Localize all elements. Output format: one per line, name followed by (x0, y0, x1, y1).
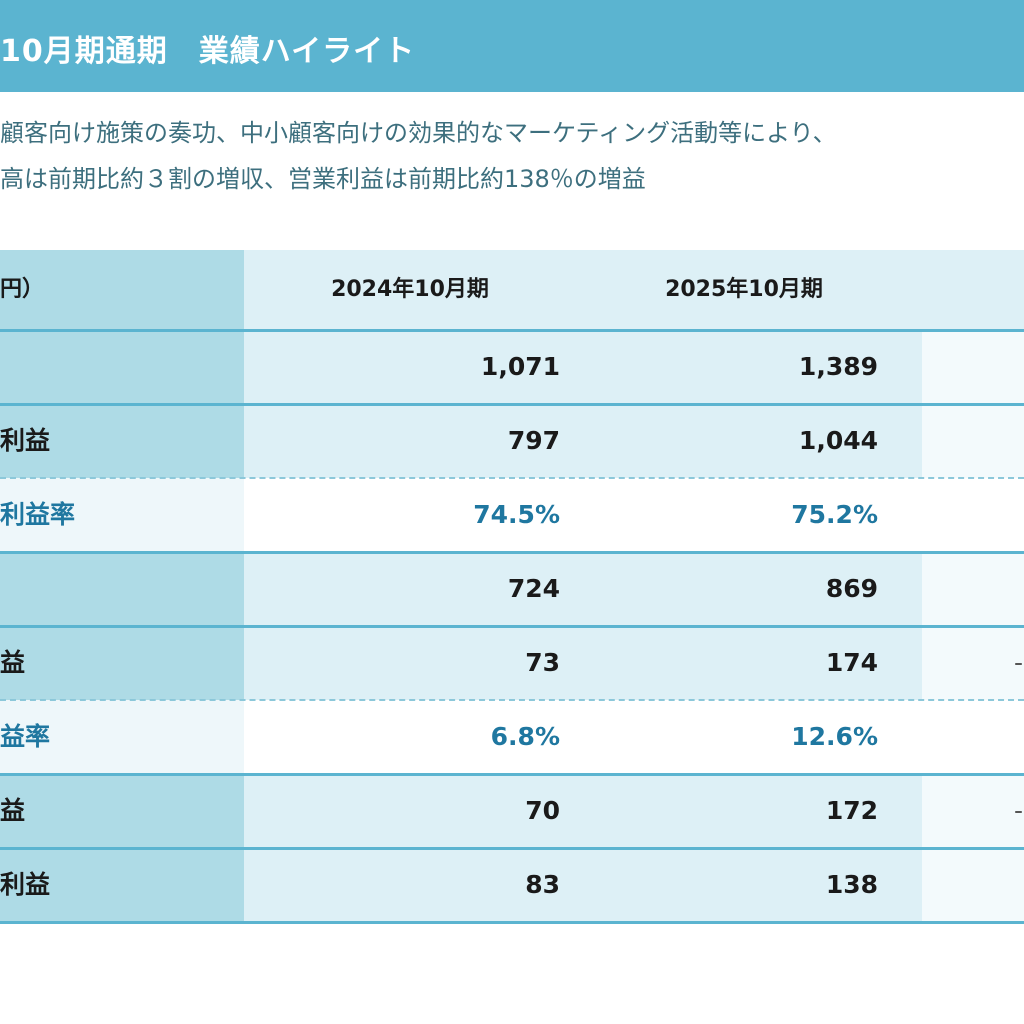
row-separator (0, 625, 1024, 628)
row-value-2025: 75.2% (791, 500, 878, 529)
row-partial-col-mark: - (1014, 796, 1024, 825)
row-values-bg (244, 626, 922, 700)
row-label-bg (0, 552, 244, 626)
row-partial-col-mark (1014, 478, 1024, 552)
row-values-bg (244, 330, 922, 404)
row-partial-col-mark (1014, 404, 1024, 478)
unit-label: 円） (0, 277, 45, 302)
row-partial-col-bg (922, 330, 1024, 404)
row-value-2024: 74.5% (473, 500, 560, 529)
row-values-bg (244, 552, 922, 626)
row-values-bg (244, 700, 922, 774)
row-value-2024: 1,071 (480, 352, 560, 381)
summary-line-1: 顧客向け施策の奏功、中小顧客向けの効果的なマーケティング活動等により、 (0, 119, 837, 147)
row-values-bg (244, 774, 922, 848)
row-value-2025: 869 (825, 574, 878, 603)
row-value-2024: 70 (525, 796, 560, 825)
row-separator (0, 847, 1024, 850)
row-value-2025: 138 (825, 870, 878, 899)
row-label-bg (0, 478, 244, 552)
column-header-2024: 2024年10月期 (331, 277, 489, 302)
page-title: 10月期通期 業績ハイライト (0, 34, 416, 69)
header-label-bg (0, 250, 244, 330)
row-value-2024: 724 (507, 574, 560, 603)
row-value-2025: 1,044 (798, 426, 878, 455)
row-partial-col-mark (1014, 848, 1024, 922)
row-value-2024: 6.8% (490, 722, 560, 751)
row-label-bg (0, 404, 244, 478)
row-label: 益 (0, 648, 26, 677)
row-values-bg (244, 478, 922, 552)
row-partial-col-bg (922, 404, 1024, 478)
row-partial-col-mark (1014, 700, 1024, 774)
row-partial-col-mark: - (1014, 648, 1024, 677)
row-values-bg (244, 848, 922, 922)
row-label: 益 (0, 796, 26, 825)
row-label: 益率 (0, 722, 51, 751)
row-label (0, 330, 244, 404)
row-value-2025: 1,389 (798, 352, 878, 381)
row-partial-col-bg (922, 848, 1024, 922)
header-col-bg (244, 250, 1024, 330)
row-separator (0, 699, 1024, 701)
row-value-2024: 83 (525, 870, 560, 899)
summary-text: 顧客向け施策の奏功、中小顧客向けの効果的なマーケティング活動等により、 高は前期… (0, 110, 1024, 202)
row-value-2025: 12.6% (791, 722, 878, 751)
title-bar: 10月期通期 業績ハイライト (0, 0, 1024, 92)
row-value-2024: 797 (507, 426, 560, 455)
row-value-2024: 73 (525, 648, 560, 677)
row-label-bg (0, 330, 244, 404)
row-partial-col-mark (1014, 552, 1024, 626)
row-label-bg (0, 848, 244, 922)
row-partial-col-bg (922, 774, 1024, 848)
row-label (0, 552, 244, 626)
row-value-2025: 174 (825, 648, 878, 677)
row-label-bg (0, 774, 244, 848)
row-label: 利益 (0, 426, 51, 455)
row-label: 利益 (0, 870, 51, 899)
row-partial-col-bg (922, 478, 1024, 552)
row-partial-col-bg (922, 552, 1024, 626)
summary-line-2: 高は前期比約３割の増収、営業利益は前期比約138％の増益 (0, 165, 646, 193)
results-table: 円） 2024年10月期 2025年10月期 1,071 1,389 利益 797 1,… (0, 250, 1024, 924)
row-label-bg (0, 626, 244, 700)
row-separator (0, 403, 1024, 406)
row-partial-col-bg (922, 700, 1024, 774)
row-separator (0, 477, 1024, 479)
row-label-bg (0, 700, 244, 774)
row-partial-col-mark (1014, 330, 1024, 404)
row-separator (0, 773, 1024, 776)
column-header-2025: 2025年10月期 (665, 277, 823, 302)
row-values-bg (244, 404, 922, 478)
row-partial-col-bg (922, 626, 1024, 700)
row-value-2025: 172 (825, 796, 878, 825)
row-separator (0, 329, 1024, 332)
table-bottom-border (0, 921, 1024, 924)
row-label: 利益率 (0, 500, 76, 529)
row-separator (0, 551, 1024, 554)
